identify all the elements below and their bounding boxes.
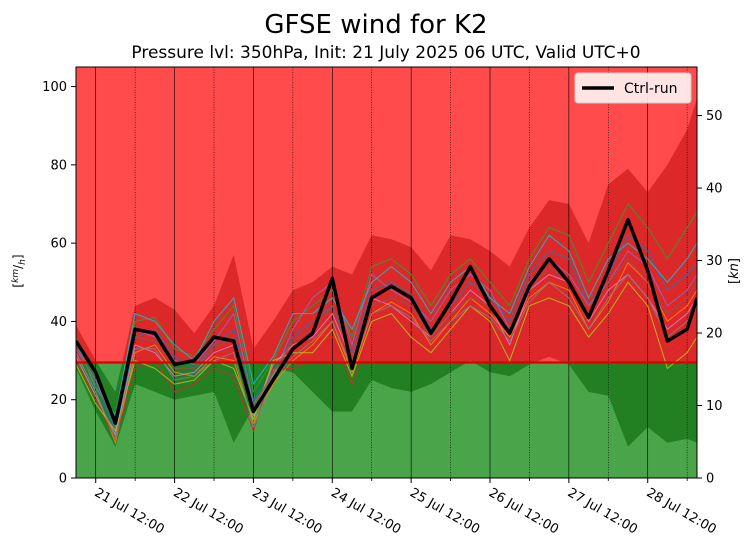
left-y-tick-label: 80 — [50, 158, 67, 173]
member-line-8 — [76, 281, 697, 433]
ensemble-spread-below — [76, 362, 697, 447]
x-tick-label: 22 Jul 12:00 — [171, 485, 246, 537]
plot-frame — [75, 66, 698, 479]
legend-label: Ctrl-run — [624, 81, 677, 97]
member-line-2 — [76, 261, 697, 445]
member-line-10 — [76, 273, 697, 441]
legend: Ctrl-run — [574, 72, 692, 104]
left-y-axis-label: [km/h] — [11, 254, 28, 287]
member-line-7 — [76, 234, 697, 417]
x-tick-label: 28 Jul 12:00 — [644, 485, 719, 537]
svg-text:[km/h]: [km/h] — [11, 254, 28, 287]
x-tick-label: 25 Jul 12:00 — [407, 485, 482, 537]
right-y-tick-label: 10 — [706, 399, 723, 414]
x-tick-label: 26 Jul 12:00 — [486, 485, 561, 537]
x-tick-label: 21 Jul 12:00 — [92, 485, 167, 537]
ensemble-spread-above — [76, 98, 697, 363]
left-y-tick-label: 60 — [50, 237, 67, 252]
left-y-tick-label: 100 — [42, 80, 67, 95]
x-tick-label: 24 Jul 12:00 — [328, 485, 403, 537]
chart-subtitle: Pressure lvl: 350hPa, Init: 21 July 2025… — [131, 43, 640, 63]
x-tick-label: 23 Jul 12:00 — [249, 485, 324, 537]
right-y-tick-label: 0 — [706, 472, 714, 487]
right-y-tick-label: 50 — [706, 109, 723, 124]
left-y-tick-label: 40 — [50, 315, 67, 330]
right-y-tick-label: 40 — [706, 182, 723, 197]
left-y-tick-label: 0 — [59, 472, 67, 487]
ctrl-run-line — [76, 217, 697, 425]
member-line-3 — [76, 203, 697, 421]
member-line-9 — [76, 258, 697, 425]
right-y-tick-label: 30 — [706, 254, 723, 269]
right-y-axis-label: [kn] — [727, 258, 742, 284]
legend-box — [574, 72, 692, 104]
member-line-4 — [76, 297, 697, 441]
chart-title: GFSE wind for K2 — [264, 10, 487, 40]
left-y-tick-label: 20 — [50, 393, 67, 408]
x-tick-label: 27 Jul 12:00 — [565, 485, 640, 537]
plot-area: 0 20 40 60 80 100 0 10 20 30 40 50 21 Jul 12:00 22 Ju… — [42, 66, 723, 537]
right-y-tick-label: 20 — [706, 327, 723, 342]
